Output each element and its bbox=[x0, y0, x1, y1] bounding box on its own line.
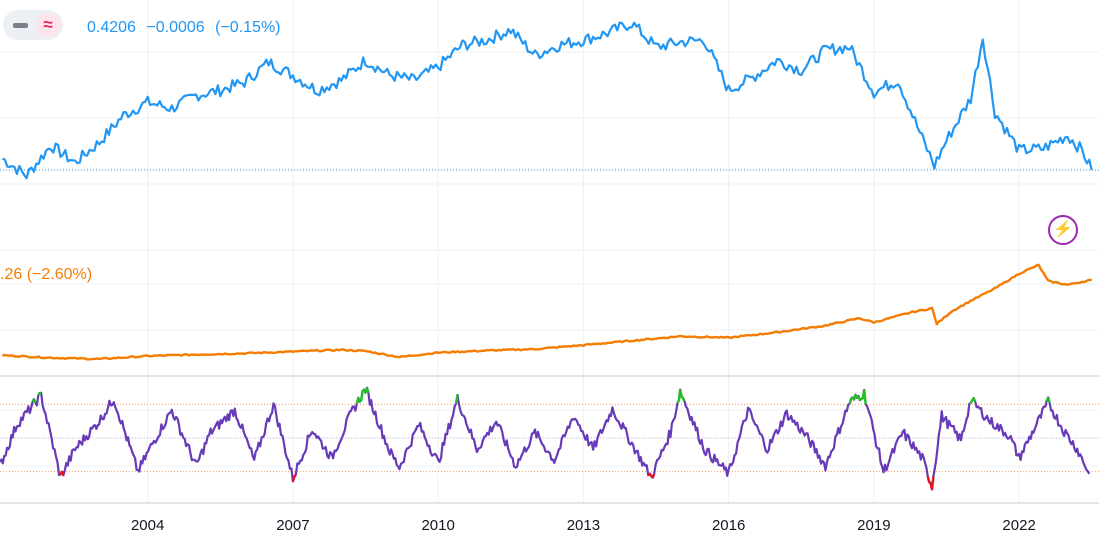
oversold-segment bbox=[648, 472, 653, 477]
legend-index: .26 (−2.60%) bbox=[0, 266, 93, 283]
x-axis: 2004 2007 2010 2013 2016 2019 2022 bbox=[131, 517, 1036, 534]
x-tick-label: 2004 bbox=[131, 517, 164, 534]
ratio-change: −0.0006 bbox=[146, 19, 205, 36]
oversold-segment bbox=[928, 481, 932, 485]
overbought-segment bbox=[862, 389, 867, 405]
overbought-segment bbox=[968, 401, 972, 405]
series-line-index bbox=[2, 263, 1092, 361]
overbought-segment bbox=[860, 397, 864, 401]
overbought-segment bbox=[454, 394, 459, 404]
overbought-segment bbox=[365, 387, 370, 393]
overbought-segment bbox=[676, 399, 680, 404]
overbought-segment bbox=[972, 397, 977, 403]
oversold-segment bbox=[291, 476, 296, 482]
overbought-segment bbox=[859, 398, 862, 402]
oversold-segment bbox=[651, 473, 656, 479]
overbought-segment bbox=[1047, 397, 1051, 404]
overbought-segment bbox=[37, 392, 41, 396]
minus-icon[interactable] bbox=[13, 23, 28, 28]
series-layer bbox=[0, 21, 1099, 491]
x-tick-label: 2016 bbox=[712, 517, 745, 534]
legend-ratio: 0.4206 −0.0006 (−0.15%) bbox=[87, 19, 287, 37]
overbought-segment bbox=[969, 399, 974, 404]
x-tick-label: 2019 bbox=[857, 517, 890, 534]
oversold-segment bbox=[926, 476, 931, 483]
overbought-segment bbox=[359, 390, 364, 401]
ratio-change-pct: (−0.15%) bbox=[215, 19, 281, 36]
overbought-segment bbox=[358, 399, 362, 403]
oversold-segment bbox=[293, 473, 297, 478]
x-tick-label: 2022 bbox=[1002, 517, 1035, 534]
x-tick-label: 2013 bbox=[567, 517, 600, 534]
series-line-ratio bbox=[2, 21, 1093, 180]
overbought-segment bbox=[848, 398, 853, 404]
overbought-segment bbox=[32, 398, 37, 404]
x-tick-label: 2007 bbox=[276, 517, 309, 534]
approx-icon[interactable]: ≈ bbox=[35, 14, 61, 36]
x-tick-label: 2010 bbox=[421, 517, 454, 534]
overbought-segment bbox=[680, 395, 684, 400]
oversold-segment bbox=[60, 471, 65, 476]
overbought-segment bbox=[679, 389, 683, 397]
oversold-segment bbox=[930, 476, 935, 490]
gridlines bbox=[0, 0, 1099, 503]
overbought-segment bbox=[681, 397, 686, 402]
series-line-oscillator bbox=[0, 386, 1091, 491]
lightning-icon[interactable]: ⚡ bbox=[1048, 215, 1078, 245]
ratio-value: 0.4206 bbox=[87, 19, 136, 36]
legend-toggle[interactable]: ≈ bbox=[3, 10, 63, 40]
